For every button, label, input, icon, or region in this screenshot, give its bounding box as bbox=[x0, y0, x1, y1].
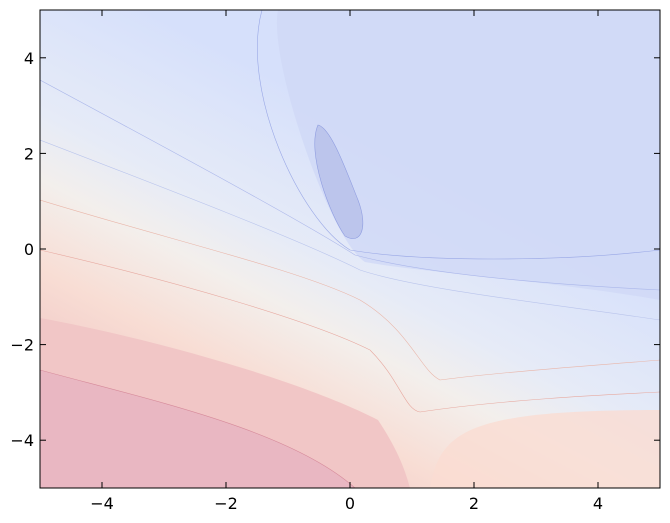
y-tick-label: −4 bbox=[10, 431, 34, 450]
contour-line bbox=[40, 139, 660, 321]
x-tick-label: 4 bbox=[593, 494, 603, 513]
contour-region bbox=[314, 124, 364, 239]
y-tick-label: 0 bbox=[24, 240, 34, 259]
contour-line bbox=[257, 10, 660, 260]
contour-line bbox=[40, 199, 660, 381]
contour-region bbox=[430, 410, 660, 488]
contour-region bbox=[40, 369, 356, 488]
contour-line bbox=[40, 249, 660, 413]
x-tick-label: −2 bbox=[214, 494, 238, 513]
x-tick-label: 0 bbox=[345, 494, 355, 513]
x-tick-label: −4 bbox=[90, 494, 114, 513]
y-tick-label: 4 bbox=[24, 49, 34, 68]
contour-region bbox=[276, 10, 660, 300]
y-tick-label: −2 bbox=[10, 336, 34, 355]
y-tick-label: 2 bbox=[24, 144, 34, 163]
contour-line bbox=[40, 79, 660, 291]
x-tick-label: 2 bbox=[469, 494, 479, 513]
contour-field bbox=[40, 10, 660, 488]
